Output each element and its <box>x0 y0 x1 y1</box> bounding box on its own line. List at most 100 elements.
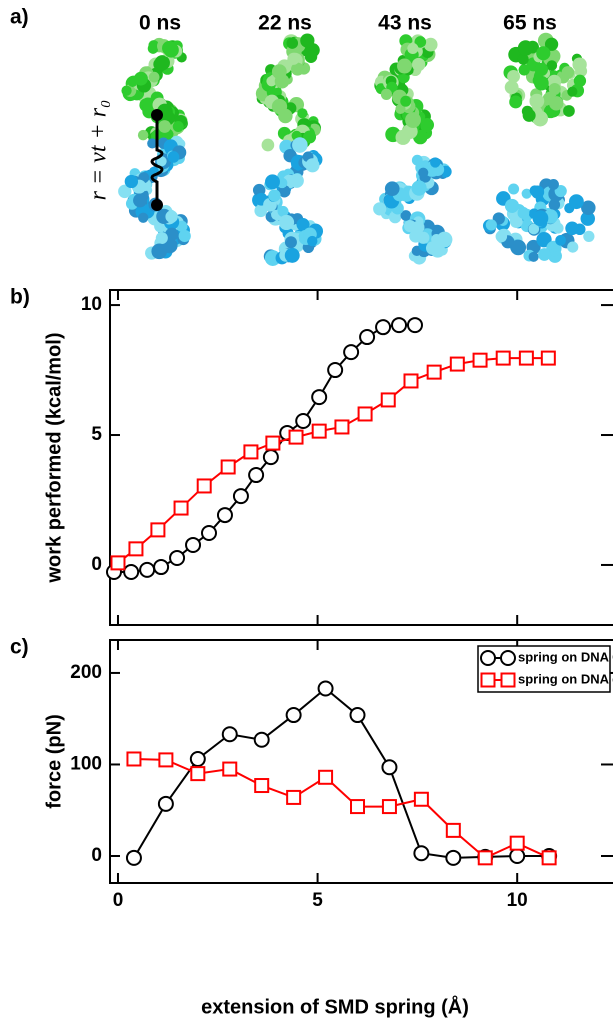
dna-atom <box>178 229 191 243</box>
dna-atom <box>581 200 596 215</box>
dna-atom <box>532 74 545 87</box>
marker <box>357 406 373 422</box>
dna-atom <box>548 179 559 190</box>
dna-structures <box>118 32 596 266</box>
marker <box>480 672 496 688</box>
dna-atom <box>417 231 430 244</box>
dna-atom <box>121 85 132 96</box>
dna-atom <box>373 202 387 216</box>
plot-frame <box>109 289 613 626</box>
time-label: 43 ns <box>378 12 432 35</box>
dna-atom <box>266 76 277 87</box>
marker <box>295 412 312 429</box>
plot-frame <box>109 639 613 884</box>
dna-atom <box>287 52 300 65</box>
marker <box>201 524 218 541</box>
dna-atom <box>172 121 184 132</box>
marker <box>123 563 140 580</box>
dna-atom <box>407 42 419 55</box>
dna-atom <box>286 37 299 49</box>
dna-atom <box>504 198 520 214</box>
dna-atom <box>156 156 167 167</box>
dna-atom <box>538 248 551 261</box>
dna-atom <box>118 184 132 199</box>
dna-atom <box>517 40 534 56</box>
marker <box>334 419 350 435</box>
y-axis-label: force (pN) <box>43 714 65 808</box>
dna-atom <box>510 239 527 256</box>
dna-atom <box>400 95 412 107</box>
marker <box>158 752 174 768</box>
dna-atom <box>165 210 178 223</box>
dna-atom <box>305 158 320 173</box>
marker <box>509 835 525 851</box>
marker <box>406 317 423 334</box>
marker <box>253 731 270 748</box>
dna-atom <box>395 129 411 145</box>
dna-atom <box>563 105 575 117</box>
marker <box>375 319 392 336</box>
dna-atom <box>165 227 179 242</box>
dna-atom <box>507 70 520 83</box>
marker <box>286 789 302 805</box>
dna-atom <box>300 33 315 48</box>
dna-atom <box>568 194 584 210</box>
marker <box>518 350 534 366</box>
dna-atom <box>546 60 558 71</box>
dna-atom <box>518 64 530 76</box>
marker <box>189 750 206 767</box>
dna-atom <box>554 184 567 198</box>
dna-atom <box>573 74 587 88</box>
dna-atom <box>297 108 308 119</box>
dna-atom <box>137 129 149 141</box>
marker <box>196 478 212 494</box>
x-tick-label: 0 <box>113 890 124 911</box>
dna-atom <box>292 137 308 153</box>
marker <box>495 350 511 366</box>
dna-atom <box>567 86 578 97</box>
x-tick-label: 10 <box>507 890 528 911</box>
marker <box>359 329 376 346</box>
spring-diagram <box>150 109 164 211</box>
panel-label: b) <box>10 286 30 309</box>
dna-atom <box>521 188 532 199</box>
dna-atom <box>141 97 154 110</box>
marker <box>391 317 408 334</box>
dna-atom <box>561 66 575 79</box>
panel-label: c) <box>10 636 29 659</box>
dna-atom <box>400 210 412 221</box>
dna-atom <box>403 220 417 233</box>
time-label: 65 ns <box>503 12 557 35</box>
spring-end <box>151 109 163 121</box>
dna-atom <box>528 223 540 235</box>
marker <box>125 849 142 866</box>
dna-atom <box>552 222 564 234</box>
dna-atom <box>304 50 318 63</box>
marker <box>169 549 186 566</box>
dna-atom <box>548 83 561 96</box>
marker <box>190 766 206 782</box>
dna-atom <box>532 110 549 127</box>
x-tick-label: 5 <box>312 890 323 911</box>
legend-box <box>477 645 611 693</box>
dna-atom <box>565 221 579 236</box>
legend-label: spring on DNA COM <box>518 649 613 664</box>
dna-atom <box>528 251 539 262</box>
marker <box>216 507 233 524</box>
dna-atom <box>261 138 275 152</box>
y-tick-label: 0 <box>91 554 102 575</box>
marker <box>445 822 461 838</box>
dna-atom <box>158 120 172 133</box>
dna-atom <box>544 37 559 51</box>
dna-atom <box>536 46 551 61</box>
marker <box>248 467 265 484</box>
dna-atom <box>277 205 289 217</box>
dna-atom <box>284 236 297 249</box>
spring <box>150 115 164 205</box>
marker <box>480 650 496 666</box>
equation: r = vt + r₀ <box>86 100 112 201</box>
marker <box>509 848 526 864</box>
dna-atom <box>517 53 529 65</box>
marker <box>232 488 249 505</box>
